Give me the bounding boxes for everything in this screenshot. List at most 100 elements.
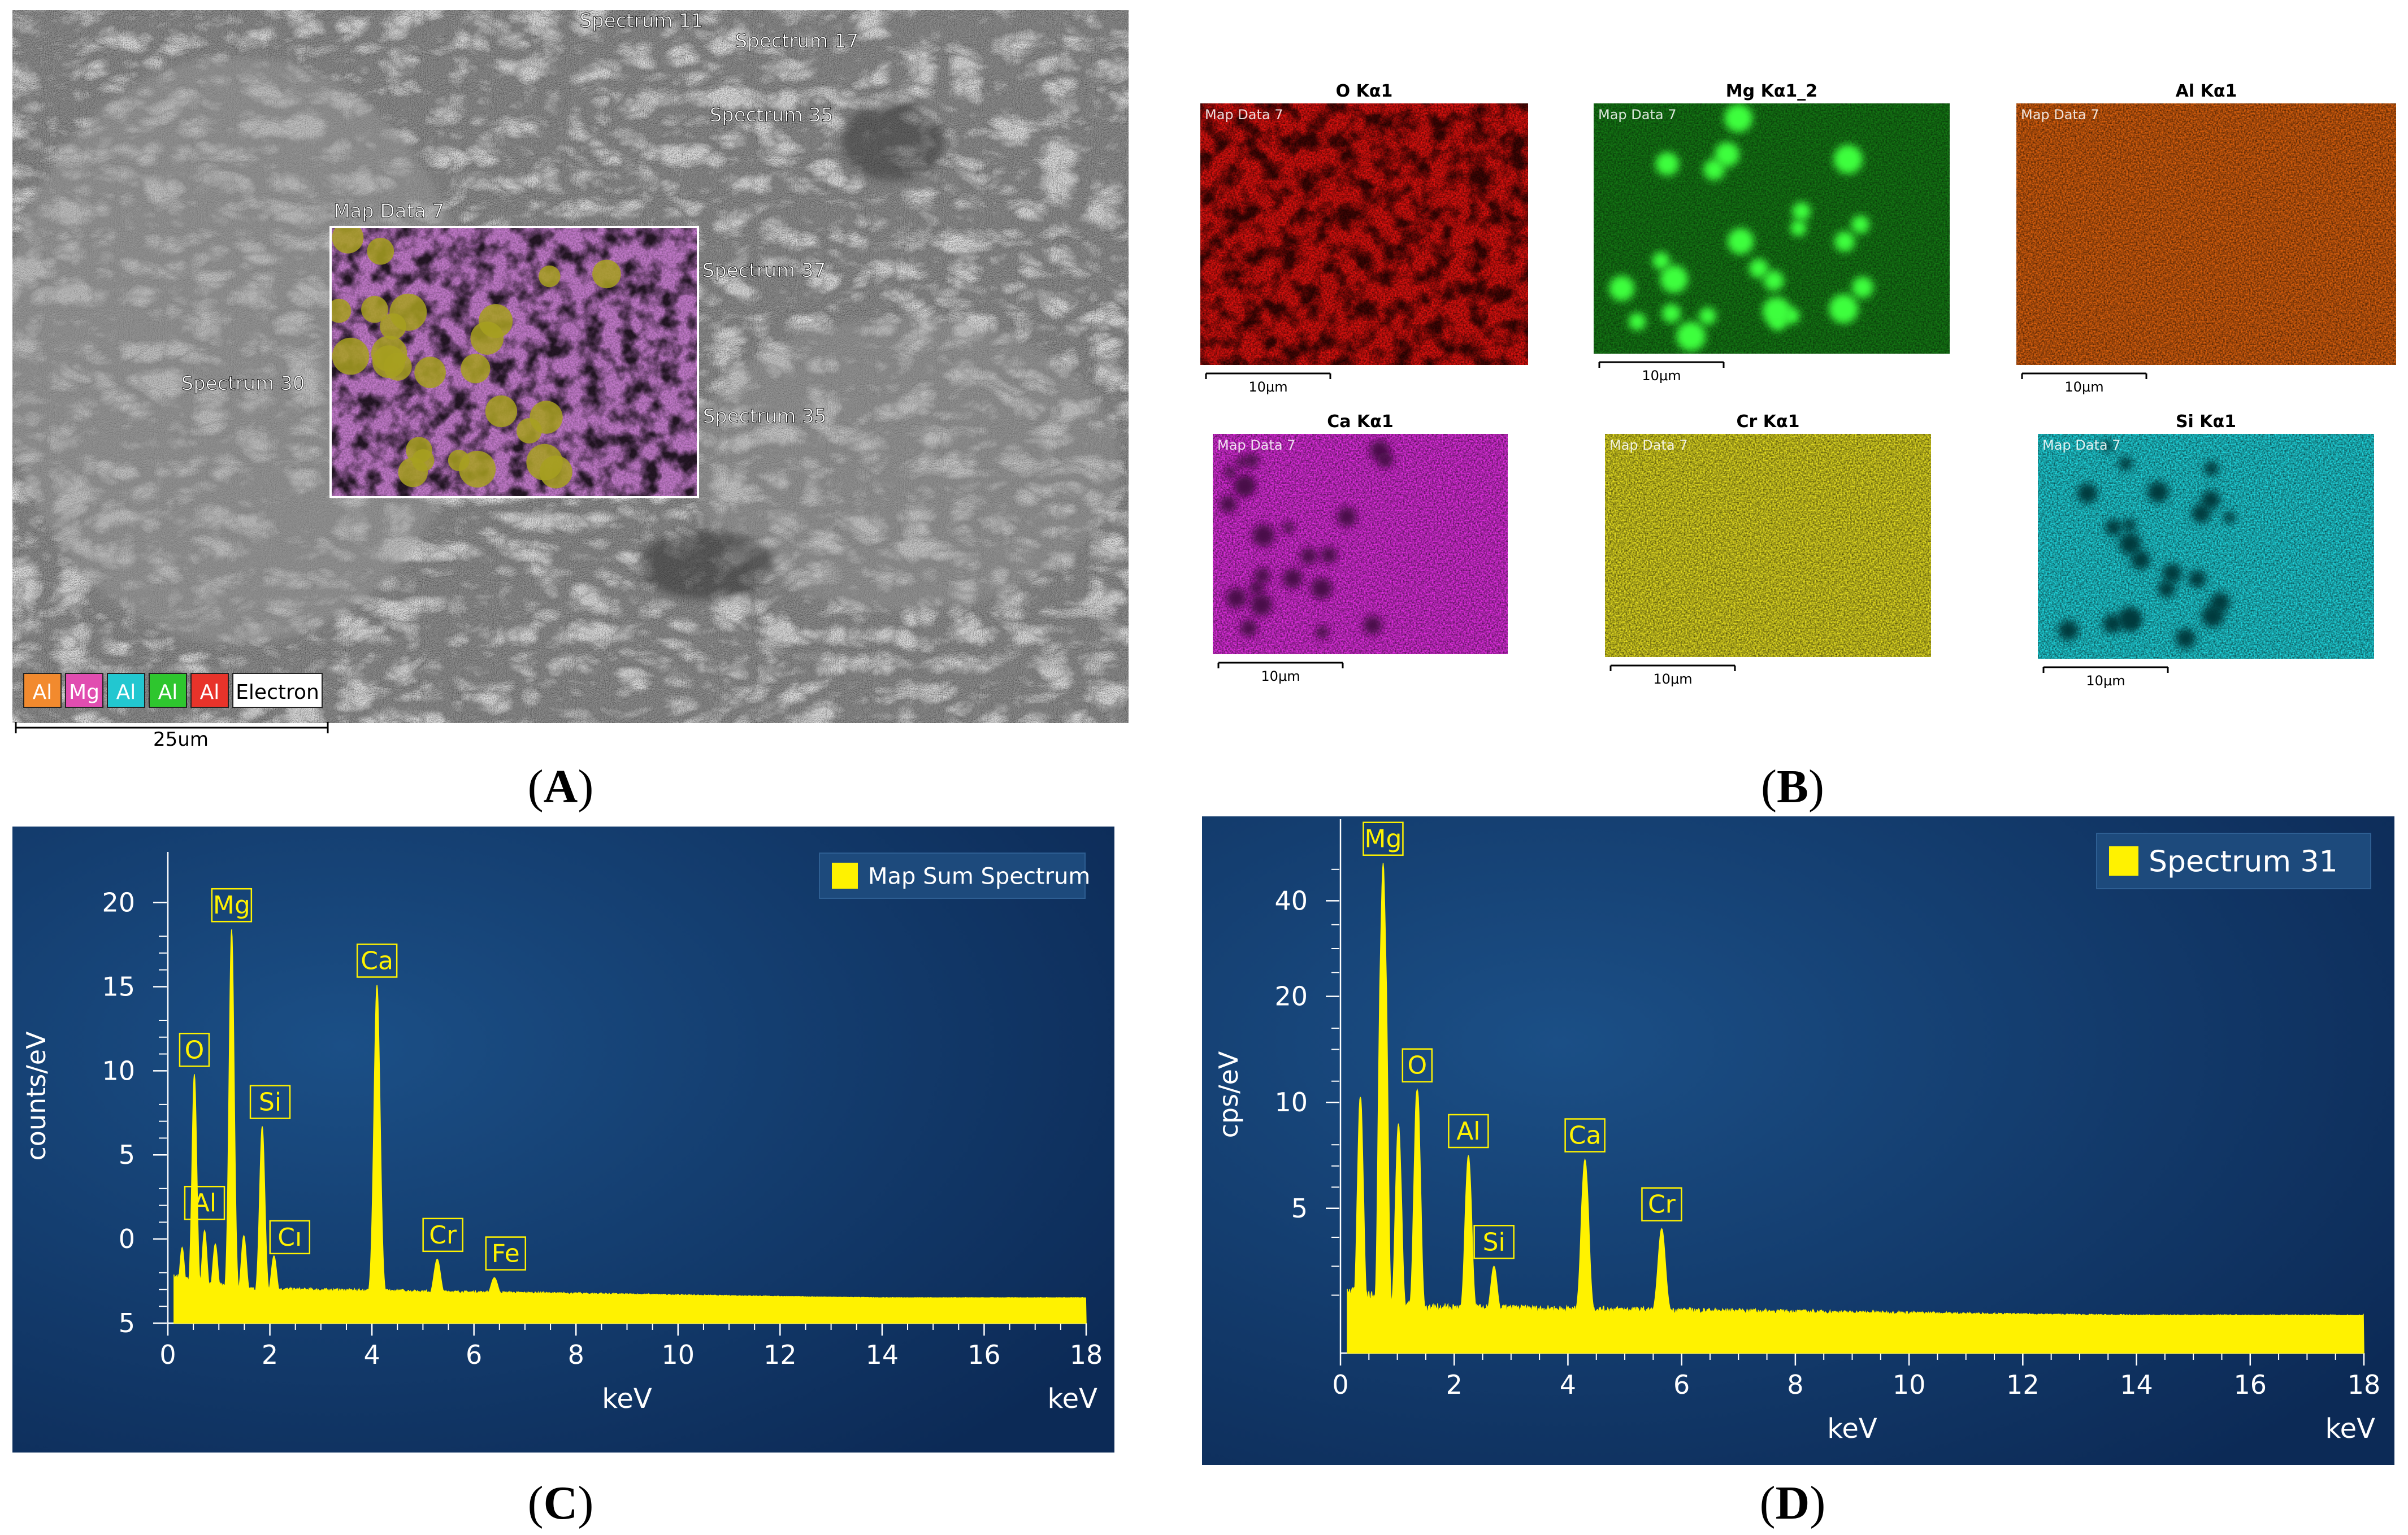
map-overlay-spots — [331, 227, 621, 489]
peak-label-box — [179, 1033, 210, 1067]
element-map: Ca Kα1 Map Data 7 10μm — [1213, 412, 1508, 684]
element-map-spot — [1834, 231, 1855, 252]
element-map-hole — [1240, 619, 1257, 637]
sem-spectrum-label: Spectrum 30 — [181, 372, 305, 395]
peak-label-box — [184, 1185, 225, 1220]
x-tick-label: 0 — [1332, 1369, 1348, 1400]
element-map-hole — [2204, 461, 2219, 476]
element-map-hole — [1223, 466, 1236, 479]
peak-label-box — [1402, 1048, 1433, 1082]
overlay-spot — [332, 227, 364, 254]
caption-d: (D) — [1760, 1477, 1826, 1529]
element-map-hole — [1235, 477, 1253, 496]
element-map-hole — [2103, 614, 2123, 634]
x-axis-label: keV — [602, 1383, 652, 1415]
element-map-hole — [1315, 625, 1329, 639]
legend-swatch — [23, 673, 62, 708]
element-map-tag: Map Data 7 — [1205, 107, 1283, 123]
element-map-scale-label: 10μm — [1261, 668, 1300, 684]
element-map-tag: Map Data 7 — [2021, 107, 2099, 123]
element-map-tag: Map Data 7 — [1609, 437, 1687, 453]
chart-background — [1202, 816, 2394, 1465]
element-map-hole — [2101, 440, 2113, 452]
element-map-hole — [2122, 612, 2140, 630]
sem-color-legend: Al Mg Al Al Al Electron — [23, 673, 323, 708]
element-map-hole — [2058, 620, 2079, 641]
x-tick-label: 2 — [262, 1340, 278, 1370]
sem-spectrum-label: Spectrum 35 — [710, 104, 834, 127]
x-tick-label: 4 — [1560, 1369, 1576, 1400]
peak-label-box — [1363, 821, 1404, 856]
x-tick-label: 0 — [159, 1340, 176, 1370]
element-map-hole — [1320, 546, 1338, 564]
element-map-tag: Map Data 7 — [1598, 107, 1676, 123]
element-map-hole — [1226, 588, 1247, 608]
y-tick-label: 0 — [119, 1224, 135, 1254]
x-tick-label: 16 — [967, 1340, 1001, 1370]
y-tick-label: 20 — [102, 888, 135, 918]
overlay-spot — [526, 443, 563, 481]
x-tick-label: 8 — [568, 1340, 584, 1370]
overlay-spot — [380, 313, 406, 340]
element-map-spot — [1833, 145, 1863, 174]
element-map-title: Al Kα1 — [2176, 81, 2237, 101]
peak-label-box — [356, 943, 398, 978]
element-map-spot — [1724, 104, 1753, 133]
element-map-spot — [1851, 276, 1873, 298]
element-map-spot — [1661, 303, 1681, 323]
element-map-hole — [1254, 567, 1270, 584]
caption-c: (C) — [528, 1477, 594, 1529]
element-map-hole — [1250, 593, 1273, 616]
element-map-hole — [2192, 504, 2211, 523]
legend-box — [819, 853, 1086, 899]
legend-swatch — [2109, 846, 2138, 876]
element-map-hole — [2119, 532, 2141, 555]
peak-label-box — [1564, 1118, 1606, 1153]
element-map-hole — [2175, 628, 2196, 649]
panel-d-spectrum-chart: 0 2 4 6 8 10 12 14 16 18 40 20 10 5 keV keV cps/eV Mg O Al S… — [1202, 816, 2394, 1465]
panel-b-element-maps: O Kα1 Map Data 7 10μm Mg Kα1_2 Map Data 7 10μ… — [1200, 81, 2396, 689]
y-tick-label: 5 — [1291, 1193, 1308, 1224]
overlay-spot — [367, 237, 394, 265]
map-data-label: Map Data 7 — [333, 200, 444, 223]
x-tick-label: 10 — [662, 1340, 695, 1370]
x-tick-label: 14 — [866, 1340, 899, 1370]
x-tick-label: 12 — [763, 1340, 797, 1370]
legend-swatch — [107, 673, 145, 708]
x-tick-label: 14 — [2120, 1369, 2153, 1400]
y-tick-label: 5 — [119, 1308, 135, 1338]
y-tick-label: 5 — [119, 1140, 135, 1170]
overlay-spot — [414, 356, 446, 389]
x-tick-label: 8 — [1787, 1369, 1803, 1400]
x-tick-label: 10 — [1893, 1369, 1926, 1400]
x-tick-label: 2 — [1446, 1369, 1463, 1400]
element-map: Si Kα1 Map Data 7 10μm — [2038, 412, 2374, 689]
peak-label: Ca — [1569, 1121, 1602, 1150]
element-map-spot — [1829, 294, 1859, 324]
peak-label: Cr — [429, 1221, 457, 1250]
legend-label: Al — [33, 681, 53, 704]
element-map-hole — [2201, 490, 2220, 510]
element-map-hole — [1282, 521, 1295, 534]
legend-swatch — [149, 673, 187, 708]
overlay-spot — [332, 337, 370, 375]
peak-label: Mg — [1365, 825, 1402, 854]
y-axis-label: cps/eV — [1213, 1051, 1244, 1138]
element-map-spot — [1851, 215, 1870, 234]
x-axis-label: keV — [1827, 1413, 1877, 1445]
element-map-spot — [1652, 251, 1670, 270]
sem-spectrum-label: Spectrum 37 — [702, 259, 826, 282]
element-map-hole — [2105, 519, 2122, 536]
peak-label-box — [1448, 1114, 1489, 1149]
legend-swatch — [832, 863, 858, 889]
peak-label-box — [211, 888, 253, 923]
element-map-hole — [1252, 524, 1275, 547]
legend-label: Al — [158, 681, 178, 704]
legend-label: Electron — [236, 681, 319, 704]
element-map-spot — [1703, 159, 1725, 181]
peak-label-box — [1473, 1225, 1515, 1259]
element-map-hole — [2201, 605, 2224, 628]
overlay-spot — [539, 265, 561, 288]
legend-box — [2096, 833, 2371, 889]
